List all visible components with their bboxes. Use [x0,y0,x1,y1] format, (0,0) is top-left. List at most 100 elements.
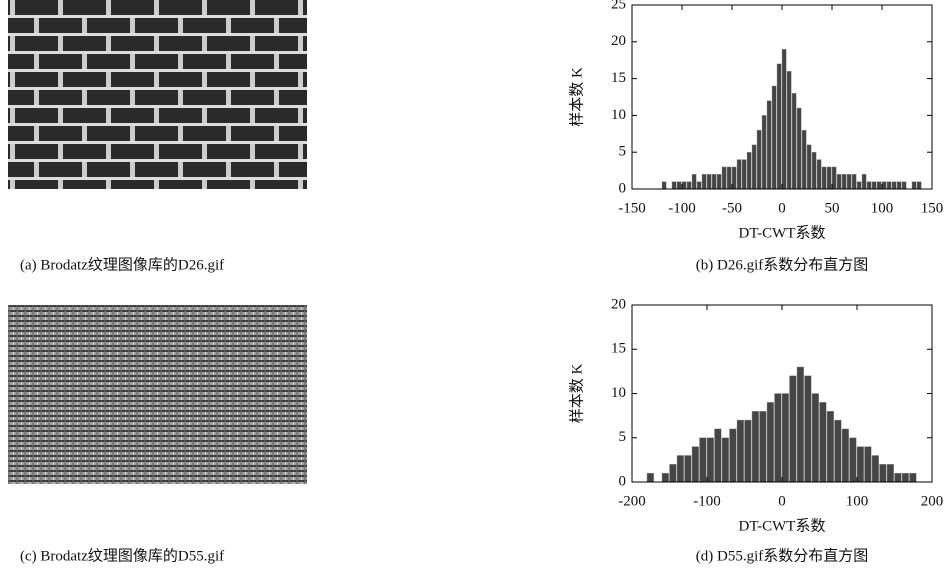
y-tick-label: 20 [611,296,626,312]
histogram-bar [886,181,892,190]
histogram-bar [714,428,722,483]
histogram-bar [706,437,714,483]
histogram-bar [836,174,842,190]
histogram-bar [804,375,812,483]
x-tick-label: 200 [921,493,944,509]
histogram-bar [744,419,752,483]
histogram-bar [669,464,677,483]
histogram-bar [771,85,777,190]
x-tick-label: -100 [668,200,696,216]
x-tick-label: 150 [921,200,944,216]
histogram-bar [751,411,759,483]
histogram-bar [686,181,692,190]
x-tick-label: 50 [825,200,840,216]
histogram-bar [801,129,807,190]
x-tick-label: 0 [778,200,786,216]
histogram-bar [736,419,744,483]
y-axis-label: 样本数 K [568,364,585,424]
y-tick-label: 25 [611,0,626,12]
histogram-bar [841,174,847,190]
histogram-bar [901,181,907,190]
histogram-bar [911,181,917,190]
histogram-bar [789,375,797,483]
histogram-bar [791,93,797,190]
histogram-bar [691,174,697,190]
histogram-bar [741,159,747,190]
histogram-bar [761,115,767,190]
histogram-bar [766,402,774,483]
x-axis-label: DT-CWT系数 [739,517,826,534]
caption: (b) D26.gif系数分布直方图 [696,256,869,273]
histogram-bar [781,48,787,190]
x-tick-label: -50 [722,200,742,216]
y-tick-label: 15 [611,70,626,86]
x-tick-label: 0 [778,493,786,509]
caption: (d) D55.gif系数分布直方图 [696,547,869,564]
histogram-bar [894,472,902,483]
histogram-bar [871,455,879,483]
histogram-bar [676,455,684,483]
histogram-bar [786,71,792,190]
histogram-bar [896,181,902,190]
histogram-bar [661,181,667,190]
y-tick-label: 15 [611,341,626,357]
histogram-bar [756,129,762,190]
histogram-bar [916,181,922,190]
histogram-bar [726,166,732,190]
histogram-bar [856,446,864,483]
y-tick-label: 5 [619,429,627,445]
histogram-bar [661,472,669,483]
histogram-bar [671,181,677,190]
y-tick-label: 10 [611,107,626,123]
y-tick-label: 20 [611,33,626,49]
x-tick-label: -200 [618,493,646,509]
x-tick-label: -100 [693,493,721,509]
histogram-bar [696,181,702,190]
histogram-bar [821,166,827,190]
y-tick-label: 0 [619,180,627,196]
histogram-bar [879,464,887,483]
x-tick-label: 100 [871,200,894,216]
histogram-bar [676,181,682,190]
y-tick-label: 0 [619,473,627,489]
histogram-bar [826,166,832,190]
histogram-bar [849,437,857,483]
histogram-bar [646,472,654,483]
histogram-bar [701,174,707,190]
texture-d26 [8,0,307,189]
histogram-bar [856,181,862,190]
caption: (c) Brodatz纹理图像库的D55.gif [20,547,224,564]
histogram-bar [819,402,827,483]
histogram-bar [816,159,822,190]
histogram-bar [909,472,917,483]
x-axis-label: DT-CWT系数 [739,224,826,241]
texture-d55 [8,305,307,484]
histogram-bar [776,63,782,190]
histogram-bar [746,151,752,190]
y-tick-label: 5 [619,144,627,160]
histogram-bar [731,166,737,190]
histogram-bar [716,174,722,190]
histogram-bar [796,107,802,190]
histogram-bar [759,411,767,483]
x-tick-label: 100 [846,493,869,509]
histogram-bar [861,174,867,190]
x-tick-label: -150 [618,200,646,216]
histogram-bar [846,174,852,190]
histogram-bar [831,166,837,190]
histogram-bar [886,464,894,483]
histogram-bar [891,181,897,190]
histogram-bar [684,455,692,483]
histogram-bar [841,428,849,483]
histogram-bar [871,181,877,190]
histogram-bar [736,159,742,190]
histogram-bar [811,393,819,483]
histogram-bar [806,144,812,190]
histogram-bar [834,419,842,483]
histogram-bar [876,181,882,190]
histogram-bar [721,437,729,483]
histogram-bar [721,166,727,190]
histogram-bar [681,181,687,190]
histogram-bar [774,393,782,483]
